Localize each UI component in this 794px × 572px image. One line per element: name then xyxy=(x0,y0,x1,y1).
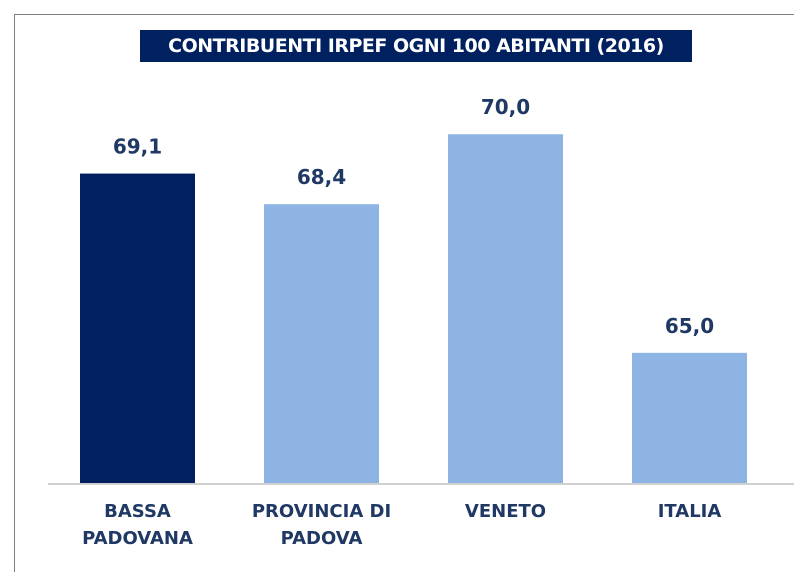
value-label: 65,0 xyxy=(665,314,714,338)
value-label: 69,1 xyxy=(113,135,162,159)
value-label: 70,0 xyxy=(481,95,530,119)
chart-title: CONTRIBUENTI IRPEF OGNI 100 ABITANTI (20… xyxy=(140,30,692,62)
bar xyxy=(632,352,747,484)
x-tick-label: VENETO xyxy=(464,501,547,522)
bar xyxy=(264,204,379,484)
value-label: 68,4 xyxy=(297,165,346,189)
x-tick-label: BASSA PADOVANA xyxy=(82,501,193,549)
bar xyxy=(448,134,563,485)
bar xyxy=(80,173,195,484)
x-tick-label: ITALIA xyxy=(657,501,722,522)
frame xyxy=(14,14,794,572)
x-tick-label: PROVINCIA DI PADOVA xyxy=(251,501,392,549)
